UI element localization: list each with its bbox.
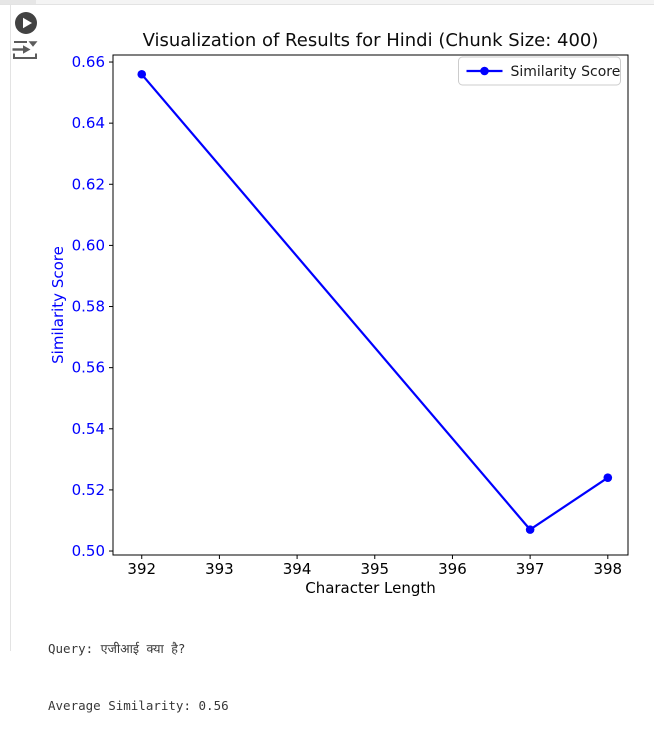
x-tick-label: 398 bbox=[593, 560, 622, 578]
y-tick-label: 0.54 bbox=[72, 420, 105, 438]
cell-top-divider bbox=[0, 0, 654, 5]
run-cell-button[interactable] bbox=[15, 12, 37, 34]
y-tick-label: 0.66 bbox=[72, 53, 105, 71]
chart: 392 393 394 395 396 397 398 0.50 0.52 0.54 0.56 0.5… bbox=[49, 30, 629, 597]
y-tick-label: 0.60 bbox=[72, 236, 105, 254]
play-circle-icon bbox=[15, 12, 37, 34]
x-axis: 392 393 394 395 396 397 398 bbox=[127, 555, 622, 578]
data-point bbox=[603, 473, 613, 482]
series-line bbox=[140, 73, 609, 531]
y-tick-label: 0.50 bbox=[72, 542, 105, 560]
y-axis-label: Similarity Score bbox=[49, 246, 67, 364]
query-line: Query: एजीआई क्या है? bbox=[48, 641, 186, 656]
x-tick-label: 396 bbox=[438, 560, 467, 578]
axes-frame bbox=[112, 54, 629, 556]
y-tick-label: 0.52 bbox=[72, 481, 105, 499]
y-tick-label: 0.64 bbox=[72, 114, 105, 132]
text-output: Query: एजीआई क्या है? Average Similarity… bbox=[48, 601, 229, 753]
y-tick-label: 0.62 bbox=[72, 175, 105, 193]
cell-left-border bbox=[10, 5, 11, 651]
line-chart-svg: 392 393 394 395 396 397 3980.500.520.540.560.5… bbox=[49, 30, 629, 597]
x-axis-label: Character Length bbox=[305, 579, 436, 597]
x-tick-label: 394 bbox=[283, 560, 312, 578]
data-point bbox=[525, 525, 535, 534]
average-similarity-line: Average Similarity: 0.56 bbox=[48, 698, 229, 713]
scroll-to-output-icon[interactable] bbox=[12, 40, 38, 60]
y-tick-label: 0.58 bbox=[72, 298, 105, 316]
notebook-output-cell: 392 393 394 395 396 397 398 0.50 0.52 0.54 0.56 0.5… bbox=[0, 0, 654, 713]
x-tick-label: 395 bbox=[360, 560, 389, 578]
x-tick-label: 392 bbox=[127, 560, 156, 578]
legend-box bbox=[458, 56, 621, 86]
legend: Similarity Score bbox=[458, 56, 621, 86]
legend-marker-sample bbox=[480, 66, 489, 76]
y-axis: 0.50 0.52 0.54 0.56 0.58 0.60 0.62 0.64 0.66 bbox=[72, 53, 113, 560]
data-point bbox=[137, 69, 147, 79]
y-tick-label: 0.56 bbox=[72, 359, 105, 377]
x-tick-label: 397 bbox=[516, 560, 545, 578]
legend-label: Similarity Score bbox=[511, 64, 621, 80]
data-points bbox=[137, 69, 613, 534]
chart-title: Visualization of Results for Hindi (Chun… bbox=[143, 30, 599, 51]
cell-top-divider-segment bbox=[0, 0, 36, 4]
x-tick-label: 393 bbox=[205, 560, 234, 578]
